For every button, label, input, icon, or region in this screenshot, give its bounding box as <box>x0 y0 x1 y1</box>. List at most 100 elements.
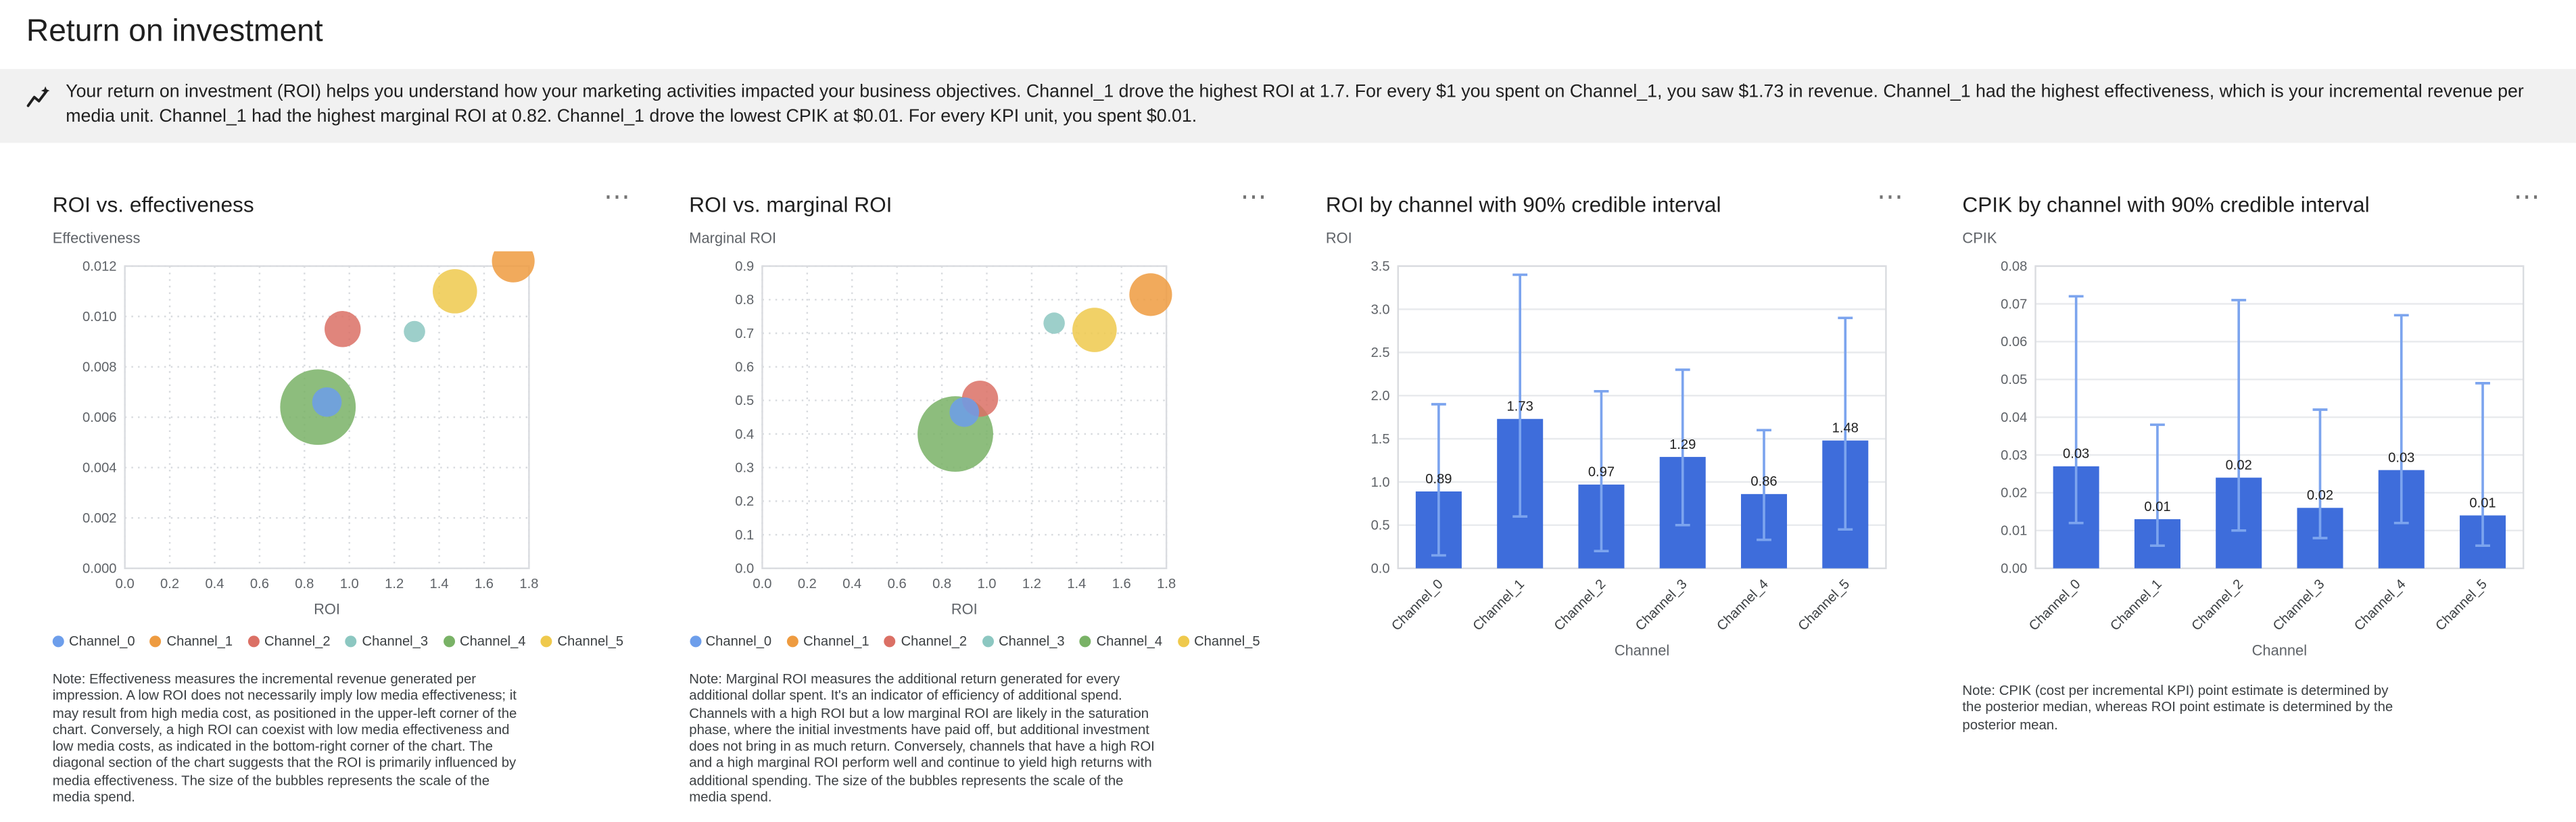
x-tick-label: Channel_0 <box>1389 577 1446 634</box>
roi-marginal-roi-chart: 0.0 0.1 0.2 0.3 0.4 0.5 0.6 0.7 0.8 0.9 0.0 0.2 0.4 0… <box>734 259 1175 618</box>
cpik-by-channel-chart: 0.00 0.01 0.02 0.03 0.04 0.05 0.06 0.07 0.08 0.03… <box>2000 259 2524 658</box>
y-tick-label: 3.5 <box>1371 259 1390 274</box>
x-tick-label: 0.4 <box>842 577 861 591</box>
y-tick-label: 0.012 <box>82 259 116 274</box>
chart-note: Note: Marginal ROI measures the addition… <box>689 670 1155 805</box>
legend-item-Channel_3: Channel_3 <box>345 632 429 649</box>
y-tick-label: 0.8 <box>734 293 753 308</box>
legend-item-Channel_2: Channel_2 <box>247 632 331 649</box>
legend-dot <box>443 635 455 647</box>
x-tick-label: 0.2 <box>797 577 816 591</box>
more-options-icon[interactable]: ⋯ <box>2513 184 2542 212</box>
more-options-icon[interactable]: ⋯ <box>1877 184 1905 212</box>
legend-dot <box>247 635 260 647</box>
chart-note: Note: Effectiveness measures the increme… <box>52 670 517 805</box>
legend-dot <box>982 635 994 647</box>
x-axis-title: ROI <box>314 601 340 618</box>
legend-dot <box>1080 635 1092 647</box>
legend-item-Channel_4: Channel_4 <box>1080 632 1162 649</box>
legend-item-Channel_1: Channel_1 <box>786 632 869 649</box>
x-tick-label: 0.8 <box>932 577 951 591</box>
bubble-Channel_1 <box>1128 273 1172 316</box>
chart-title: ROI by channel with 90% credible interva… <box>1325 192 1721 217</box>
x-tick-label: Channel_5 <box>1796 577 1853 634</box>
y-tick-label: 0.04 <box>2000 410 2026 425</box>
x-tick-label: 0.6 <box>886 577 905 591</box>
roi-by-channel-chart: 0.0 0.5 1.0 1.5 2.0 2.5 3.0 3.5 0.89 1.73 0.97 1.29… <box>1371 259 1887 658</box>
y-axis-unit-label: Marginal ROI <box>689 230 777 247</box>
x-tick-label: 0.6 <box>250 577 269 591</box>
y-tick-label: 0.9 <box>734 259 753 274</box>
x-axis-title: Channel <box>1615 642 1669 658</box>
chart-title: ROI vs. marginal ROI <box>689 192 892 217</box>
y-tick-label: 0.5 <box>734 393 753 408</box>
y-tick-label: 0.1 <box>734 528 753 543</box>
page-title: Return on investment <box>26 14 323 49</box>
more-options-icon[interactable]: ⋯ <box>1240 184 1268 212</box>
x-tick-label: 0.0 <box>116 577 135 591</box>
x-tick-label: Channel_4 <box>1714 577 1771 634</box>
y-tick-label: 0.0 <box>734 562 753 577</box>
legend-item-Channel_1: Channel_1 <box>150 632 233 649</box>
y-tick-label: 1.0 <box>1371 475 1390 490</box>
y-tick-label: 0.0 <box>1371 562 1390 577</box>
x-tick-label: 1.8 <box>1156 577 1175 591</box>
x-tick-label: Channel_1 <box>2107 577 2164 634</box>
legend-dot <box>150 635 162 647</box>
x-tick-label: Channel_0 <box>2026 577 2083 634</box>
charts-row: ROI vs. effectiveness ⋯ Effectiveness 0.… <box>0 185 2576 806</box>
chart-title: CPIK by channel with 90% credible interv… <box>1962 192 2370 217</box>
legend-item-Channel_5: Channel_5 <box>541 632 624 649</box>
bar-value-label: 0.02 <box>2306 488 2333 503</box>
legend-item-Channel_0: Channel_0 <box>52 632 135 649</box>
x-tick-label: Channel_4 <box>2351 577 2408 634</box>
y-tick-label: 0.06 <box>2000 335 2026 349</box>
bar-value-label: 1.73 <box>1507 400 1533 414</box>
legend-label: Channel_0 <box>705 632 772 649</box>
card-roi-vs-effectiveness: ROI vs. effectiveness ⋯ Effectiveness 0.… <box>26 185 640 806</box>
y-tick-label: 0.5 <box>1371 518 1390 533</box>
y-tick-label: 0.008 <box>82 360 116 374</box>
y-tick-label: 0.4 <box>734 427 753 442</box>
x-tick-label: Channel_1 <box>1470 577 1527 634</box>
y-tick-label: 0.02 <box>2000 486 2026 501</box>
x-tick-label: 1.6 <box>1112 577 1130 591</box>
bubble-Channel_0 <box>312 387 342 417</box>
x-axis-title: Channel <box>2251 642 2306 658</box>
legend-dot <box>884 635 897 647</box>
y-tick-label: 0.004 <box>82 460 116 475</box>
chart-title: ROI vs. effectiveness <box>52 192 254 217</box>
legend-dot <box>1177 635 1189 647</box>
y-tick-label: 0.3 <box>734 460 753 475</box>
y-tick-label: 0.002 <box>82 511 116 526</box>
bubble-Channel_3 <box>1043 312 1064 334</box>
legend-label: Channel_1 <box>166 632 233 649</box>
legend-item-Channel_0: Channel_0 <box>689 632 772 649</box>
y-axis-unit-label: ROI <box>1325 230 1352 247</box>
legend-label: Channel_3 <box>999 632 1065 649</box>
legend-item-Channel_3: Channel_3 <box>982 632 1065 649</box>
y-tick-label: 0.00 <box>2000 562 2026 577</box>
x-tick-label: 0.4 <box>205 577 224 591</box>
x-tick-label: Channel_2 <box>2188 577 2245 634</box>
legend-label: Channel_5 <box>557 632 624 649</box>
x-tick-label: 0.0 <box>752 577 771 591</box>
bubble-Channel_5 <box>1071 308 1116 352</box>
legend-dot <box>52 635 64 647</box>
x-tick-label: Channel_3 <box>1633 577 1690 634</box>
legend-label: Channel_3 <box>362 632 429 649</box>
x-axis-title: ROI <box>951 601 977 618</box>
bubble-Channel_3 <box>404 320 425 343</box>
insights-icon <box>26 85 51 110</box>
bar-value-label: 0.03 <box>2387 450 2414 465</box>
y-tick-label: 1.5 <box>1371 432 1390 447</box>
more-options-icon[interactable]: ⋯ <box>603 184 632 212</box>
x-tick-label: 1.8 <box>519 577 538 591</box>
legend-label: Channel_5 <box>1194 632 1260 649</box>
legend-label: Channel_1 <box>803 632 869 649</box>
y-tick-label: 0.010 <box>82 310 116 324</box>
y-axis-unit-label: CPIK <box>1962 230 1997 247</box>
bar-value-label: 1.29 <box>1669 437 1696 452</box>
bar-value-label: 0.97 <box>1588 465 1615 480</box>
